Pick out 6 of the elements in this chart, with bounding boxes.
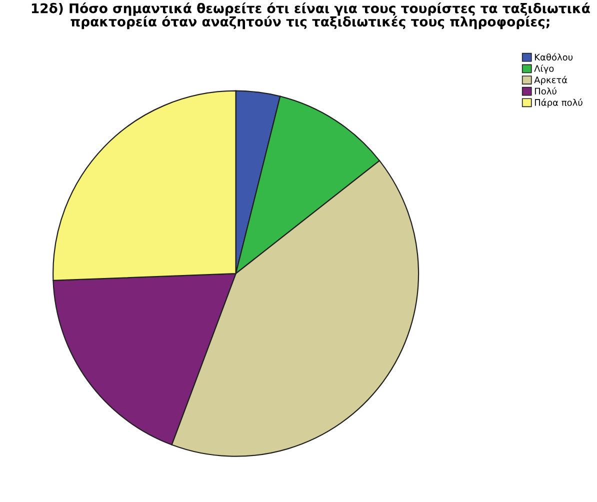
chart-title: 12δ) Πόσο σημαντικά θεωρείτε ότι είναι για τους τουρίστες τα ταξιδιωτικά πρακτορεία όταν αναζητούν τις ταξιδιωτικές τους πληροφορίες; [32, 2, 590, 30]
legend-label: Πάρα πολύ [534, 98, 582, 108]
legend-label: Πολύ [534, 87, 556, 95]
legend-label: Καθόλου [534, 53, 573, 61]
legend-label: Αρκετά [534, 76, 568, 86]
legend-label: Λίγο [534, 64, 554, 74]
